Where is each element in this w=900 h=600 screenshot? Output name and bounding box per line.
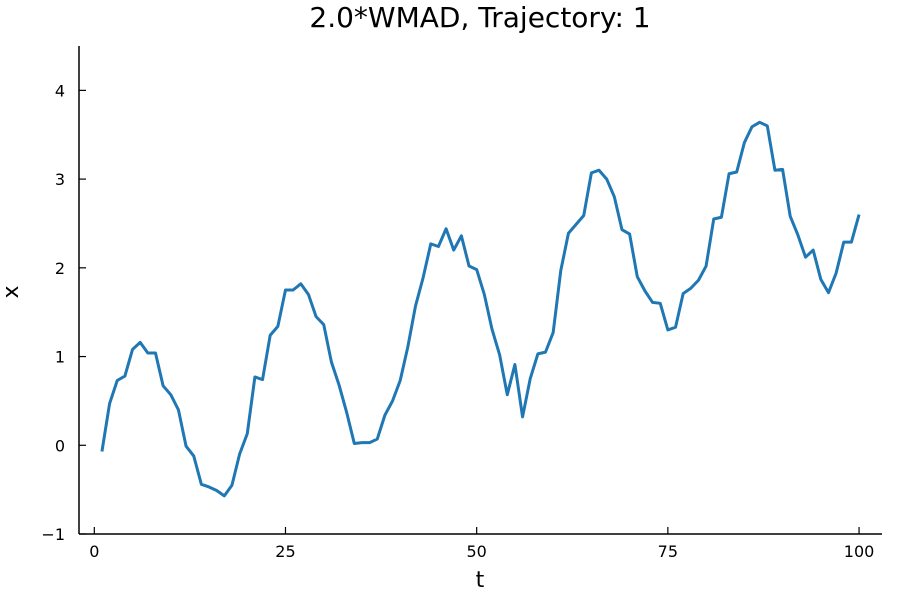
plot-area (100, 120, 861, 498)
y-tick-label: 2 (55, 259, 65, 278)
series-line (100, 120, 861, 498)
x-tick-label: 75 (658, 542, 678, 561)
y-tick-label: −1 (41, 525, 65, 544)
y-tick-label: 1 (55, 348, 65, 367)
chart-title: 2.0*WMAD, Trajectory: 1 (309, 1, 650, 34)
y-tick-label: 0 (55, 436, 65, 455)
x-tick-label: 50 (466, 542, 486, 561)
x-tick-label: 25 (275, 542, 295, 561)
y-tick-label: 4 (55, 81, 65, 100)
y-tick-label: 3 (55, 170, 65, 189)
x-tick-label: 0 (89, 542, 99, 561)
x-axis-label: t (476, 568, 485, 593)
x-tick-label: 100 (844, 542, 875, 561)
y-axis-ticks: −1 0 1 2 3 4 (41, 81, 86, 544)
y-axis-label: x (0, 285, 24, 298)
x-axis-ticks: 0 25 50 75 100 (89, 527, 874, 561)
